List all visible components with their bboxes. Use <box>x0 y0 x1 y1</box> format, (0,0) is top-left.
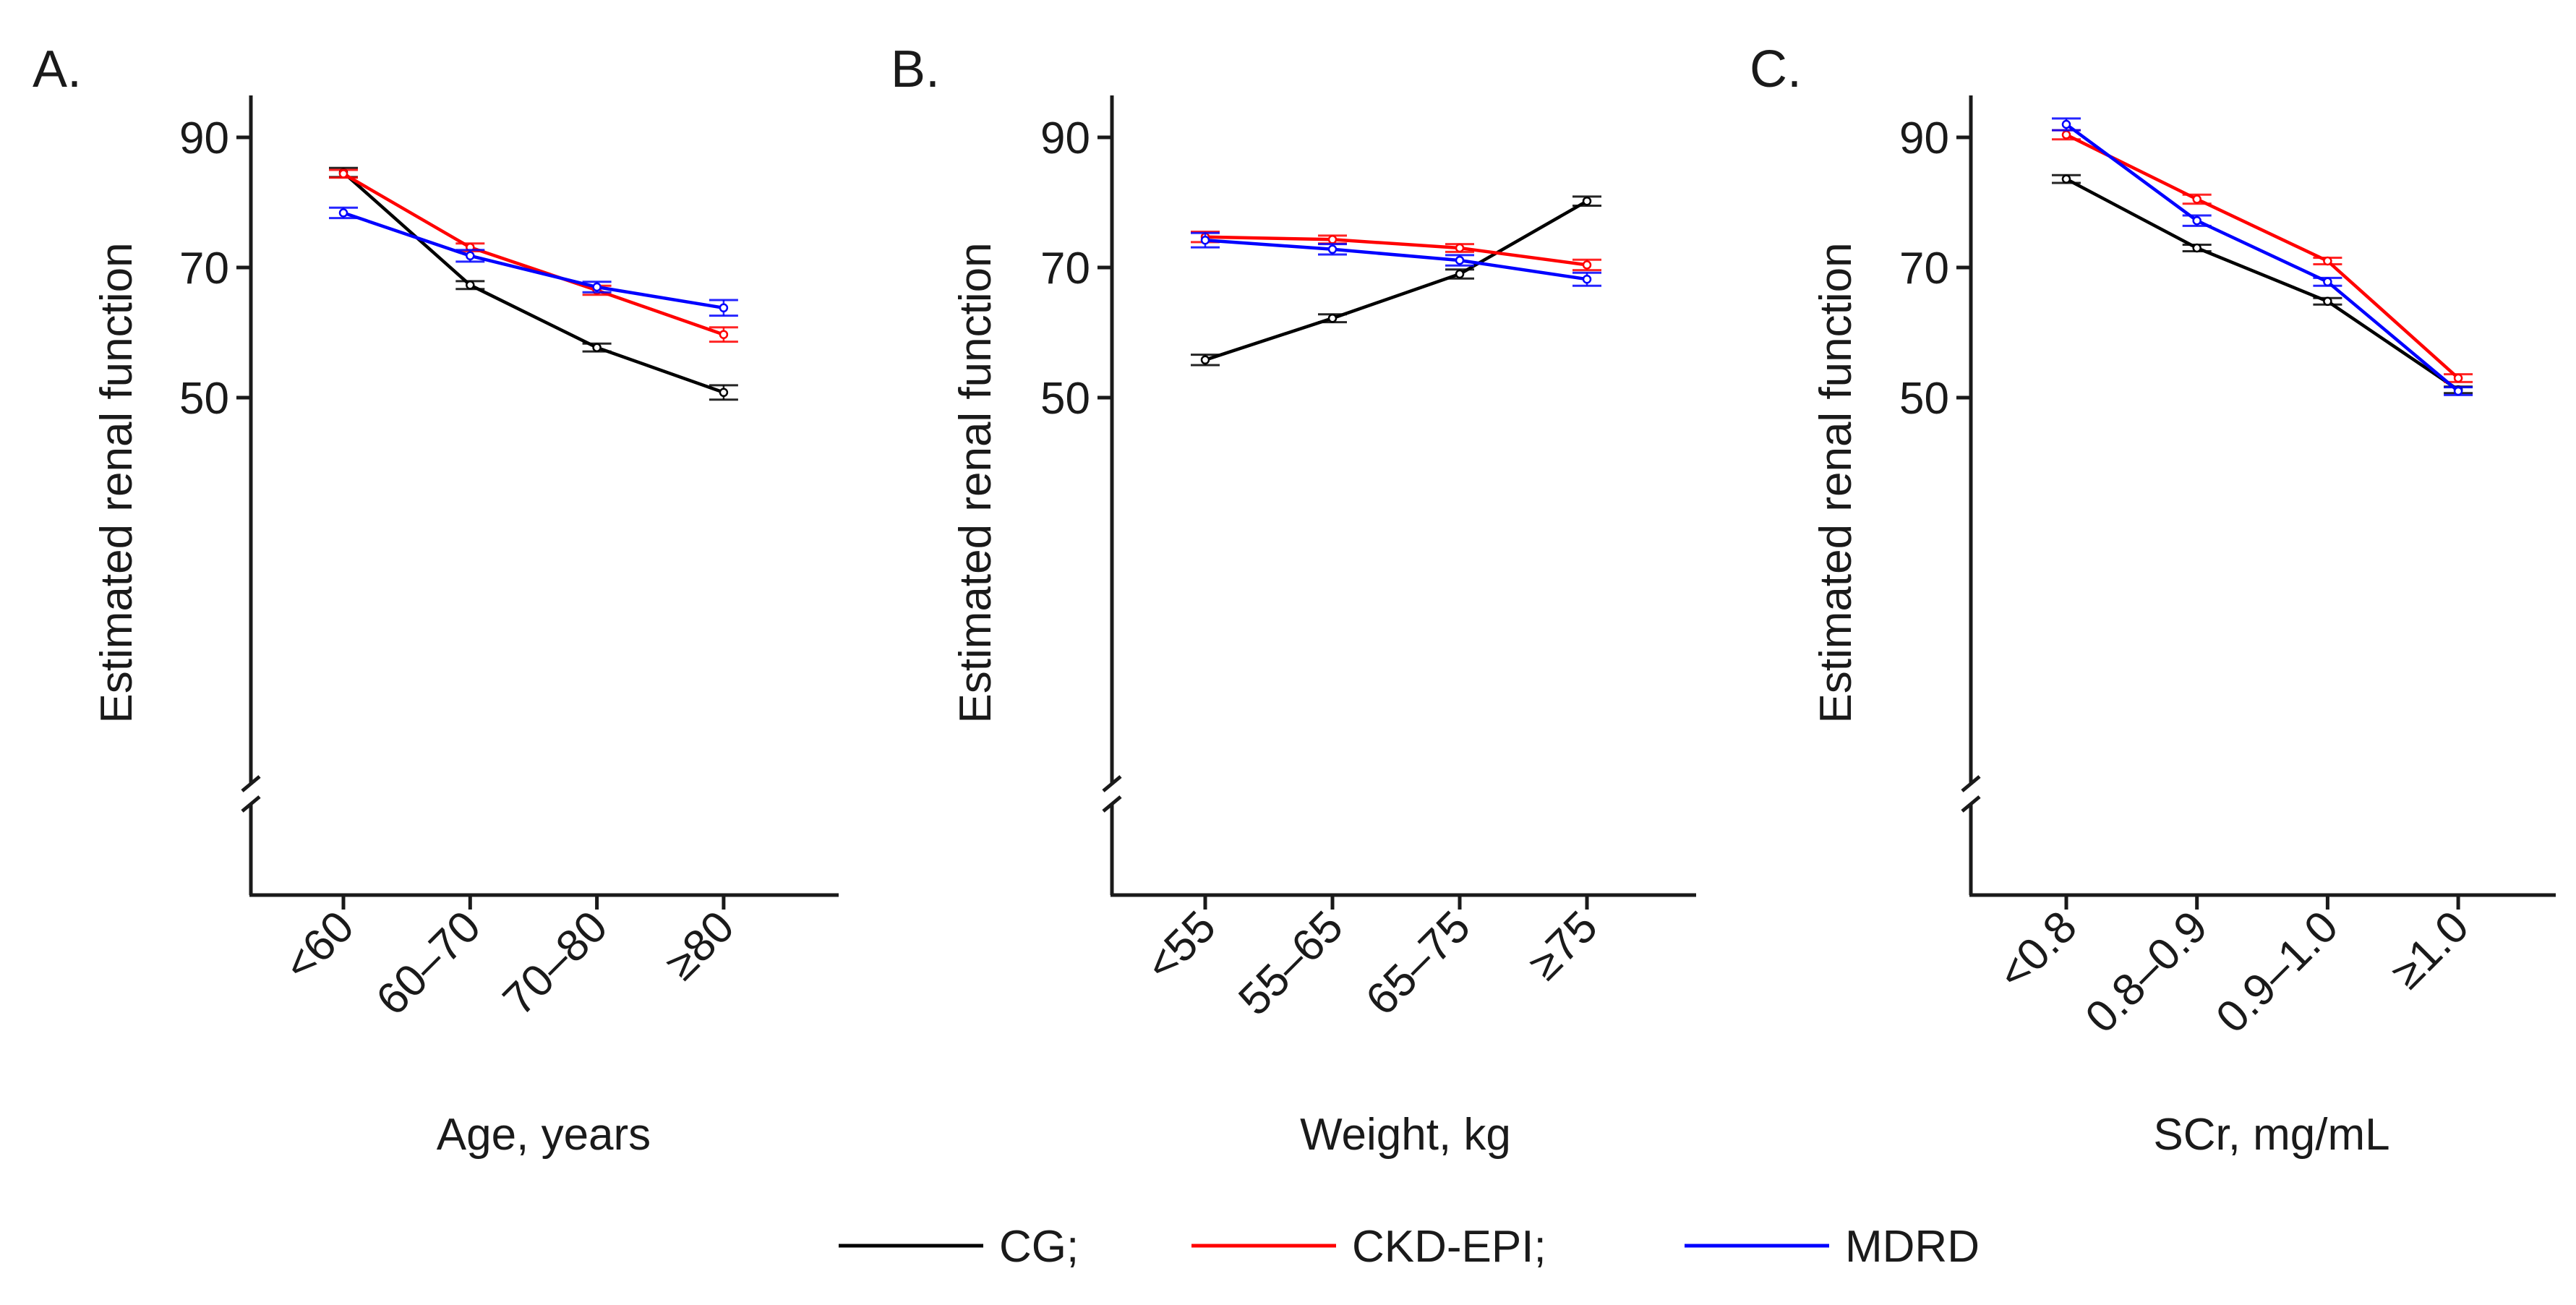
x-tick-label: 0.8–0.9 <box>2076 902 2217 1043</box>
x-tick-label: 70–80 <box>494 902 617 1025</box>
data-point-ckd-epi <box>1327 235 1338 244</box>
x-tick-label: 0.9–1.0 <box>2207 902 2348 1043</box>
data-point-mdrd <box>1582 274 1592 284</box>
data-point-ckd-epi <box>2323 256 2332 266</box>
data-point-ckd-epi <box>2061 130 2071 140</box>
legend: CG; CKD-EPI; MDRD <box>839 1222 1980 1272</box>
data-point-ckd-epi <box>1582 260 1592 270</box>
axis-break-mark <box>1102 775 1122 792</box>
y-tick-label: 90 <box>1899 114 1949 163</box>
data-point-ckd-epi <box>2453 373 2463 383</box>
axis-break-mark <box>1961 775 1981 792</box>
data-point-cg <box>2323 296 2332 307</box>
data-point-cg <box>592 343 602 352</box>
series-line-mdrd <box>343 211 724 310</box>
x-tick-label: 55–65 <box>1229 902 1353 1025</box>
y-axis-title: Estimated renal function <box>951 242 1001 723</box>
axis-break-mark <box>1961 795 1981 813</box>
series-line-ckd-epi <box>2066 133 2460 380</box>
y-tick-label: 70 <box>1899 244 1949 294</box>
y-tick-label: 70 <box>179 244 229 294</box>
data-point-ckd-epi <box>719 330 729 339</box>
x-tick-label: <0.8 <box>1989 902 2087 999</box>
data-point-mdrd <box>338 208 348 218</box>
chart-panel-1: A. 50 70 90 Estimated renal function <60 60–70… <box>33 40 839 1160</box>
axis-break-mark <box>241 775 261 792</box>
data-point-ckd-epi <box>2192 194 2201 204</box>
series-mdrd <box>2052 117 2473 396</box>
axis-break-mark <box>1102 795 1122 813</box>
x-tick-label: ≥1.0 <box>2382 902 2478 998</box>
series-line-mdrd <box>1204 238 1588 281</box>
series-line-cg <box>2065 177 2460 392</box>
axis-break-mark <box>241 795 261 813</box>
data-point-cg <box>1582 196 1592 206</box>
data-point-cg <box>2192 243 2201 253</box>
y-tick-label: 90 <box>1040 114 1090 163</box>
x-axis-title: SCr, mg/mL <box>2153 1110 2389 1160</box>
series-line-ckd-epi <box>342 172 724 336</box>
series-ckd-epi <box>2052 129 2473 383</box>
x-tick-label: <55 <box>1137 902 1225 990</box>
legend-label-mdrd: MDRD <box>1845 1222 1980 1272</box>
x-tick-label: 60–70 <box>367 902 490 1025</box>
series-mdrd <box>1191 231 1601 287</box>
data-point-cg <box>1327 313 1338 323</box>
data-point-cg <box>2061 174 2071 184</box>
data-point-mdrd <box>592 282 602 292</box>
data-point-mdrd <box>1327 244 1338 254</box>
series-line-cg <box>342 171 724 394</box>
x-axis-title: Weight, kg <box>1300 1110 1511 1160</box>
x-tick-label: ≥80 <box>656 902 744 990</box>
chart-panel-3: C. 50 70 90 Estimated renal function <0.80.8–… <box>1750 40 2556 1160</box>
data-point-ckd-epi <box>1455 243 1465 253</box>
panel-label: C. <box>1750 40 1802 98</box>
data-point-mdrd <box>1455 255 1465 265</box>
data-point-mdrd <box>2323 277 2332 287</box>
data-point-cg <box>466 281 475 290</box>
data-point-cg <box>1200 355 1210 365</box>
x-axis-title: Age, years <box>437 1110 651 1160</box>
data-point-mdrd <box>719 303 729 313</box>
series-mdrd <box>329 206 738 317</box>
data-point-cg <box>1455 269 1465 279</box>
panel-label: A. <box>33 40 82 98</box>
x-tick-label: ≥75 <box>1519 902 1607 990</box>
x-tick-label: <60 <box>275 902 364 990</box>
series-line-cg <box>1204 200 1588 361</box>
y-axis-title: Estimated renal function <box>92 242 142 723</box>
data-point-mdrd <box>1200 235 1210 245</box>
chart-panel-2: B. 50 70 90 Estimated renal function <55 55–65… <box>891 40 1696 1160</box>
series-cg <box>1191 195 1601 367</box>
data-point-ckd-epi <box>338 169 348 179</box>
data-point-mdrd <box>2061 119 2071 129</box>
data-point-mdrd <box>466 251 475 261</box>
y-axis-title: Estimated renal function <box>1811 242 1861 723</box>
y-tick-label: 70 <box>1040 244 1090 294</box>
data-point-cg <box>719 388 729 398</box>
y-tick-label: 50 <box>1040 374 1090 424</box>
x-tick-label: 65–75 <box>1356 902 1480 1025</box>
series-line-ckd-epi <box>1204 235 1588 267</box>
legend-label-cg: CG; <box>999 1222 1079 1272</box>
series-cg <box>2052 174 2473 395</box>
panel-label: B. <box>891 40 940 98</box>
series-line-mdrd <box>2065 123 2460 393</box>
legend-label-ckd-epi: CKD-EPI; <box>1352 1222 1546 1272</box>
y-tick-label: 50 <box>179 374 229 424</box>
data-point-mdrd <box>2192 215 2201 226</box>
y-tick-label: 50 <box>1899 374 1949 424</box>
chart-panels: A. 50 70 90 Estimated renal function <60 60–70… <box>33 40 2556 1160</box>
series-ckd-epi <box>1191 231 1601 272</box>
data-point-mdrd <box>2453 386 2463 396</box>
y-tick-label: 90 <box>179 114 229 163</box>
